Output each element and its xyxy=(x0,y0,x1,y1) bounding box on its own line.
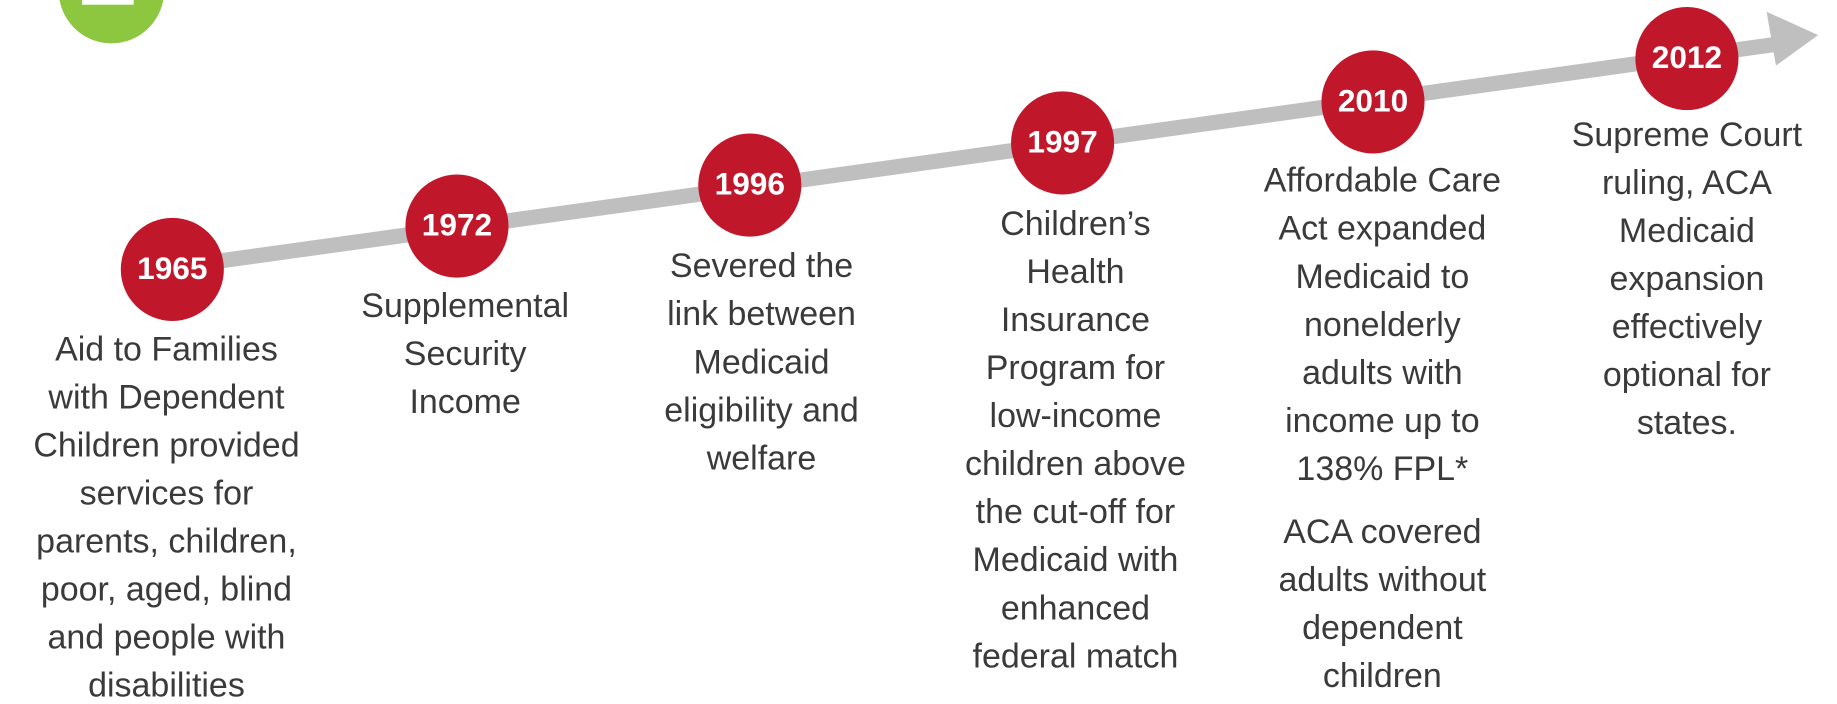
year-label: 1997 xyxy=(1027,123,1097,159)
event-description: income up to xyxy=(1285,402,1480,440)
event-description: Income xyxy=(409,383,520,421)
event-description: Aid to Families xyxy=(55,330,278,368)
event-description: the cut-off for xyxy=(976,493,1176,531)
event-description: eligibility and xyxy=(664,391,859,429)
event-description: with Dependent xyxy=(47,378,285,416)
event-description: Program for xyxy=(986,349,1165,387)
year-label: 1972 xyxy=(422,207,492,243)
event-description: nonelderly xyxy=(1304,306,1461,344)
event-description: disabilities xyxy=(88,667,245,704)
event-description: Security xyxy=(404,335,527,373)
event-description: ruling, ACA xyxy=(1602,164,1772,202)
event-description: Medicaid xyxy=(694,343,830,381)
event-description: poor, aged, blind xyxy=(41,571,292,609)
year-marker xyxy=(1011,91,1115,195)
year-marker xyxy=(1321,50,1425,154)
event-description: Health xyxy=(1026,253,1124,291)
event-description: federal match xyxy=(973,637,1179,675)
event-description: Severed the xyxy=(670,247,853,285)
year-label: 1965 xyxy=(137,250,207,286)
event-description: Children’s xyxy=(1000,205,1150,243)
event-description: Children provided xyxy=(33,426,299,464)
year-marker xyxy=(405,174,509,278)
year-label: 2010 xyxy=(1338,82,1408,118)
event-description: 138% FPL* xyxy=(1296,450,1468,488)
event-description: effectively xyxy=(1612,308,1762,346)
event-note: children xyxy=(1323,657,1442,695)
event-description: expansion xyxy=(1609,260,1764,298)
event-description: welfare xyxy=(706,439,817,477)
event-description: Medicaid xyxy=(1619,212,1755,250)
year-label: 1996 xyxy=(715,166,785,202)
event-description: services for xyxy=(80,474,254,512)
event-description: Medicaid with xyxy=(973,541,1179,579)
event-description: Supplemental xyxy=(361,287,569,325)
icon-badge xyxy=(59,0,164,44)
year-marker xyxy=(120,217,224,321)
event-description: Affordable Care xyxy=(1264,162,1501,200)
event-description: Insurance xyxy=(1001,301,1150,339)
event-description: Medicaid to xyxy=(1296,258,1470,296)
event-note: ACA covered xyxy=(1283,513,1481,551)
event-description: children above xyxy=(965,445,1186,483)
event-description: optional for xyxy=(1603,356,1771,394)
icon-glyph xyxy=(82,0,134,5)
event-description: states. xyxy=(1637,404,1737,442)
event-description: adults with xyxy=(1302,354,1463,392)
event-note: adults without xyxy=(1279,561,1487,599)
year-marker xyxy=(698,133,802,237)
event-description: enhanced xyxy=(1001,589,1150,627)
event-description: Supreme Court xyxy=(1572,116,1803,154)
event-description: link between xyxy=(667,295,856,333)
year-label: 2012 xyxy=(1652,39,1722,75)
event-note: dependent xyxy=(1302,609,1463,647)
event-description: and people with xyxy=(47,619,285,657)
event-description: parents, children, xyxy=(36,522,297,560)
event-description: Act expanded xyxy=(1278,210,1486,248)
year-marker xyxy=(1635,7,1739,111)
event-description: low-income xyxy=(990,397,1162,435)
timeline-arrow-head xyxy=(1766,11,1819,66)
